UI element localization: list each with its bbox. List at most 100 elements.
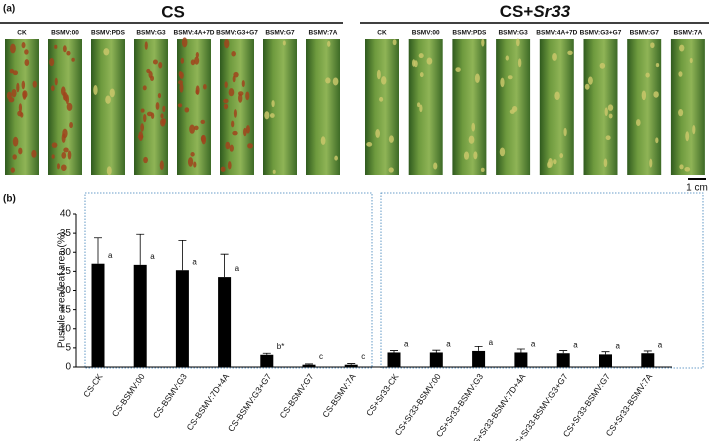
leaf-spot [653,91,659,98]
leaf-spot [224,39,230,49]
leaf-spot [375,129,381,138]
leaf [263,39,297,175]
leaf-spot [678,71,683,77]
leaf-spot [17,110,23,117]
error-bar [305,363,313,365]
x-tick-label: CS+Sr33-BSMV:G3 [434,371,485,438]
significance-letter: a [108,251,113,260]
leaf-spot [12,136,19,147]
leaf-spot [635,119,641,126]
x-tick-label: CS-CK [81,371,105,399]
leaf-spot [587,76,593,85]
y-tick-label: 35 [60,228,72,239]
leaf-spot [243,127,247,137]
leaf-spot [187,157,194,167]
leaf-spot [678,109,684,117]
leaf [627,39,662,175]
leaf-spot [184,107,190,113]
leaf-spot [517,58,522,68]
leaf-spot [419,104,423,113]
significance-letter: a [573,340,578,349]
leaf-label: BSMV:PDS [91,30,126,37]
bar [91,263,105,367]
leaf-spot [54,44,58,49]
leaf-spot [227,161,232,170]
leaf-spot [50,85,55,92]
error-bar [432,349,441,353]
leaf-spot [21,80,26,90]
leaf-spot [10,167,15,173]
leaf-spot [584,83,590,90]
leaf-spot [679,164,684,170]
leaf-spot [481,38,485,47]
leaf-spot [225,141,231,150]
y-axis-label: Pustule area/leaf area (%) [57,232,68,348]
leaf-spot [231,51,236,57]
leaf-label: CK [17,30,27,37]
leaf-spot [282,40,286,46]
x-tick-label: CS+Sr33-BSMV:00 [393,371,443,437]
leaf-spot [12,70,19,76]
bar [599,354,612,367]
leaf-spot [67,150,72,160]
leaf-spot [685,131,690,142]
leaf-spot [106,166,112,176]
error-bar [136,233,145,265]
leaf-spot [426,57,433,65]
leaf-spot [238,93,243,103]
leaf-label: BSMV:G7 [630,30,660,37]
leaf-label: BSMV:G3 [498,30,528,37]
leaf-spot [144,41,148,50]
error-bar [643,350,652,354]
leaf-spot [548,158,553,168]
leaf-spot [499,147,506,157]
leaf [306,39,340,175]
significance-letter: a [489,338,494,347]
leaf-spot [679,44,685,52]
y-tick-label: 5 [65,343,71,354]
leaf-spot [247,143,253,149]
leaf-spot [272,169,276,174]
leaf-spot [56,163,60,170]
leaf-label: BSMV:4A+7D [174,30,215,37]
leaf-spot [463,151,470,160]
leaf-spot [334,155,338,161]
leaf-spot [66,50,71,56]
leaf-spot [264,111,270,120]
significance-letter: a [192,257,197,266]
leaf-spot [31,149,37,158]
leaf-spot [18,103,23,113]
leaf-spot [655,137,659,144]
leaf-spot [271,100,275,108]
significance-letter: a [404,340,409,349]
leaf-spot [507,75,513,80]
leaf-spot [552,53,557,61]
leaf-spot [645,72,650,78]
leaf-spot [269,113,275,118]
leaf-spot [181,37,188,48]
leaf-spot [603,158,608,168]
leaf-spot [241,80,245,88]
leaf-spot [376,69,381,80]
leaf-spot [49,57,55,67]
significance-letter: a [446,340,451,349]
leaf-spot [64,92,68,102]
leaf-spot [237,91,244,96]
significance-letter: b* [277,342,285,351]
leaf-spot [194,125,199,131]
error-bar [178,239,187,271]
leaf-spot [220,166,226,172]
x-tick-label: CS+Sr33-BSMV:7A [604,371,655,438]
y-tick-label: 15 [60,304,72,315]
leaf-spot [327,40,331,47]
leaf-spot [245,125,250,134]
leaf [452,39,487,175]
leaf-spot [388,135,394,143]
leaf-spot [143,113,147,123]
bar [472,350,486,367]
x-tick-label: CS+Sr33-BSMV:G7 [561,371,612,438]
significance-letter: c [361,352,365,361]
leaf-spot [229,144,234,152]
leaf-label: BSMV:PDS [452,30,487,37]
leaf-spot [649,158,653,168]
